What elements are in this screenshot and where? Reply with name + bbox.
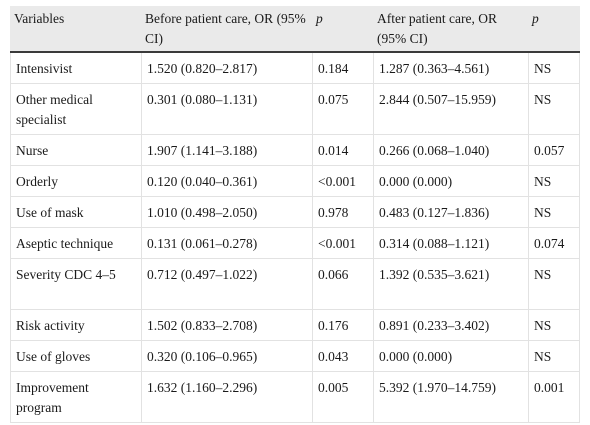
cell-after-or: 0.483 (0.127–1.836) [373,197,528,228]
cell-before-or: 1.502 (0.833–2.708) [141,310,312,341]
table-row: Aseptic technique 0.131 (0.061–0.278) <0… [10,228,580,259]
header-before-p: p [312,6,373,53]
cell-after-or: 2.844 (0.507–15.959) [373,84,528,135]
cell-after-p: NS [528,166,580,197]
cell-variable: Use of gloves [10,341,141,372]
cell-after-p: 0.057 [528,135,580,166]
cell-variable: Improvement program [10,372,141,423]
cell-before-or: 0.712 (0.497–1.022) [141,259,312,310]
cell-before-p: 0.978 [312,197,373,228]
cell-before-or: 0.131 (0.061–0.278) [141,228,312,259]
odds-ratio-table-container: Variables Before patient care, OR (95% C… [10,6,580,423]
cell-after-or: 5.392 (1.970–14.759) [373,372,528,423]
cell-after-p: NS [528,53,580,84]
cell-variable: Aseptic technique [10,228,141,259]
cell-before-p: <0.001 [312,228,373,259]
cell-before-or: 1.907 (1.141–3.188) [141,135,312,166]
odds-ratio-table: Variables Before patient care, OR (95% C… [10,6,580,423]
table-row: Intensivist 1.520 (0.820–2.817) 0.184 1.… [10,53,580,84]
header-after-or: After patient care, OR (95% CI) [373,6,528,53]
cell-variable: Other medical specialist [10,84,141,135]
header-after-p: p [528,6,580,53]
cell-after-p: NS [528,341,580,372]
table-row: Orderly 0.120 (0.040–0.361) <0.001 0.000… [10,166,580,197]
cell-variable: Use of mask [10,197,141,228]
cell-after-or: 1.287 (0.363–4.561) [373,53,528,84]
cell-after-p: NS [528,259,580,310]
table-header: Variables Before patient care, OR (95% C… [10,6,580,53]
cell-before-p: 0.184 [312,53,373,84]
cell-before-p: 0.005 [312,372,373,423]
cell-after-or: 0.891 (0.233–3.402) [373,310,528,341]
cell-before-or: 0.301 (0.080–1.131) [141,84,312,135]
cell-after-or: 0.314 (0.088–1.121) [373,228,528,259]
cell-after-or: 0.266 (0.068–1.040) [373,135,528,166]
cell-variable: Intensivist [10,53,141,84]
table-row: Severity CDC 4–5 0.712 (0.497–1.022) 0.0… [10,259,580,310]
table-row: Use of gloves 0.320 (0.106–0.965) 0.043 … [10,341,580,372]
header-row: Variables Before patient care, OR (95% C… [10,6,580,53]
table-row: Improvement program 1.632 (1.160–2.296) … [10,372,580,423]
cell-variable: Orderly [10,166,141,197]
cell-after-or: 0.000 (0.000) [373,166,528,197]
table-row: Nurse 1.907 (1.141–3.188) 0.014 0.266 (0… [10,135,580,166]
table-row: Use of mask 1.010 (0.498–2.050) 0.978 0.… [10,197,580,228]
cell-after-p: NS [528,84,580,135]
cell-before-p: 0.075 [312,84,373,135]
table-row: Other medical specialist 0.301 (0.080–1.… [10,84,580,135]
cell-before-or: 1.010 (0.498–2.050) [141,197,312,228]
header-variables: Variables [10,6,141,53]
cell-before-p: <0.001 [312,166,373,197]
cell-before-p: 0.176 [312,310,373,341]
cell-after-p: NS [528,197,580,228]
header-before-or: Before patient care, OR (95% CI) [141,6,312,53]
cell-after-or: 1.392 (0.535–3.621) [373,259,528,310]
cell-before-or: 0.320 (0.106–0.965) [141,341,312,372]
cell-variable: Risk activity [10,310,141,341]
cell-before-or: 1.520 (0.820–2.817) [141,53,312,84]
table-body: Intensivist 1.520 (0.820–2.817) 0.184 1.… [10,53,580,423]
cell-after-p: 0.001 [528,372,580,423]
cell-after-p: NS [528,310,580,341]
cell-before-p: 0.014 [312,135,373,166]
cell-before-or: 1.632 (1.160–2.296) [141,372,312,423]
cell-variable: Severity CDC 4–5 [10,259,141,310]
cell-variable: Nurse [10,135,141,166]
cell-before-p: 0.066 [312,259,373,310]
table-row: Risk activity 1.502 (0.833–2.708) 0.176 … [10,310,580,341]
cell-after-or: 0.000 (0.000) [373,341,528,372]
cell-after-p: 0.074 [528,228,580,259]
cell-before-or: 0.120 (0.040–0.361) [141,166,312,197]
cell-before-p: 0.043 [312,341,373,372]
